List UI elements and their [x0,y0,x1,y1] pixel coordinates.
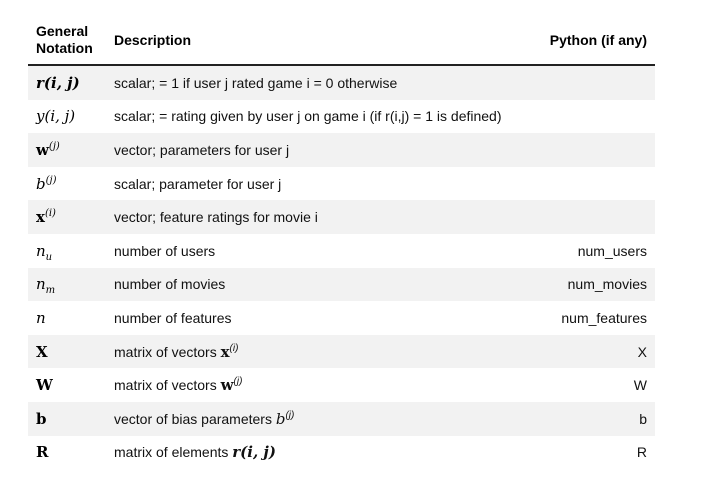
python-cell: num_users [577,242,647,259]
description-cell: vector; feature ratings for movie i [114,209,318,226]
notation-cell: b [28,410,114,428]
notation-base: b [36,409,47,428]
notation-cell: nu [28,241,114,263]
table-row: W matrix of vectors w(j) W [28,368,655,402]
description-cell: scalar; = rating given by user j on game… [114,108,502,125]
table-row: nm number of movies num_movies [28,267,655,302]
notation-cell: W [28,376,114,394]
table-row: r(i, j) scalar; = 1 if user j rated game… [28,66,655,100]
description-cell: number of features [114,309,232,326]
notation-sup: (i) [44,208,56,220]
notation-base: r(i, j) [36,73,80,92]
description-cell: scalar; = 1 if user j rated game i = 0 o… [114,74,398,91]
description-text: matrix of vectors [114,343,217,360]
header-notation: General Notation [28,23,114,57]
notation-cell: w(j) [28,141,114,159]
notation-base: x [36,208,45,227]
notation-sup: (j) [45,174,57,186]
notation-sub: m [45,285,56,297]
table-row: n number of features num_features [28,301,655,335]
description-cell: number of users [114,242,216,259]
description-cell: matrix of vectors x(i) [114,343,507,361]
python-cell: b [639,410,647,427]
python-cell: R [636,444,647,461]
notation-base: b [36,174,46,193]
header-notation-line2: Notation [36,40,93,56]
notation-table: General Notation Description Python (if … [28,16,655,469]
table-row: w(j) vector; parameters for user j [28,133,655,167]
description-math-base: r(i, j) [232,443,276,462]
notation-cell: y(i, j) [28,107,114,125]
description-cell: scalar; parameter for user j [114,175,282,192]
notation-base: n [36,275,46,294]
description-cell: vector of bias parameters b(j) [114,410,507,428]
notation-sub: u [45,251,53,263]
python-cell: num_features [561,309,647,326]
notation-base: w [36,140,49,159]
notation-base: R [36,443,49,462]
table-row: X matrix of vectors x(i) X [28,334,655,369]
notation-cell: nm [28,275,114,297]
description-cell: matrix of elements r(i, j) [114,443,507,461]
notation-cell: n [28,309,114,327]
description-cell: vector; parameters for user j [114,141,290,158]
description-text: vector of bias parameters [114,410,272,427]
description-text: matrix of vectors [114,377,217,394]
notation-cell: R [28,443,114,461]
table-row: y(i, j) scalar; = rating given by user j… [28,100,655,134]
table-row: b(j) scalar; parameter for user j [28,167,655,201]
notation-sup: (j) [48,140,60,152]
description-math-base: x [220,342,230,361]
notation-base: n [36,241,46,260]
notation-cell: X [28,343,114,361]
notation-base: y(i, j) [36,107,76,126]
header-python: Python (if any) [549,32,647,48]
description-cell: matrix of vectors w(j) [114,376,507,394]
description-math-base: b [275,409,286,428]
table-row: nu number of users num_users [28,234,655,268]
notation-base: n [36,308,46,327]
description-math-base: w [220,376,234,395]
description-math-sup: (j) [233,376,243,388]
notation-cell: r(i, j) [28,74,114,92]
notation-cell: b(j) [28,175,114,193]
notation-cell: x(i) [28,208,114,226]
table-row: b vector of bias parameters b(j) b [28,401,655,436]
notation-base: W [36,376,53,395]
python-cell: X [637,343,647,360]
table-row: R matrix of elements r(i, j) R [28,436,655,470]
python-cell: num_movies [567,276,647,293]
table-row: x(i) vector; feature ratings for movie i [28,200,655,234]
table-header: General Notation Description Python (if … [28,16,655,66]
description-math-sup: (j) [285,409,295,421]
header-notation-line1: General [36,23,89,39]
description-cell: number of movies [114,276,226,293]
description-math-sup: (i) [229,342,239,354]
header-description: Description [114,32,192,48]
python-cell: W [633,377,647,394]
notation-base: X [36,342,48,361]
description-text: matrix of elements [114,444,229,461]
